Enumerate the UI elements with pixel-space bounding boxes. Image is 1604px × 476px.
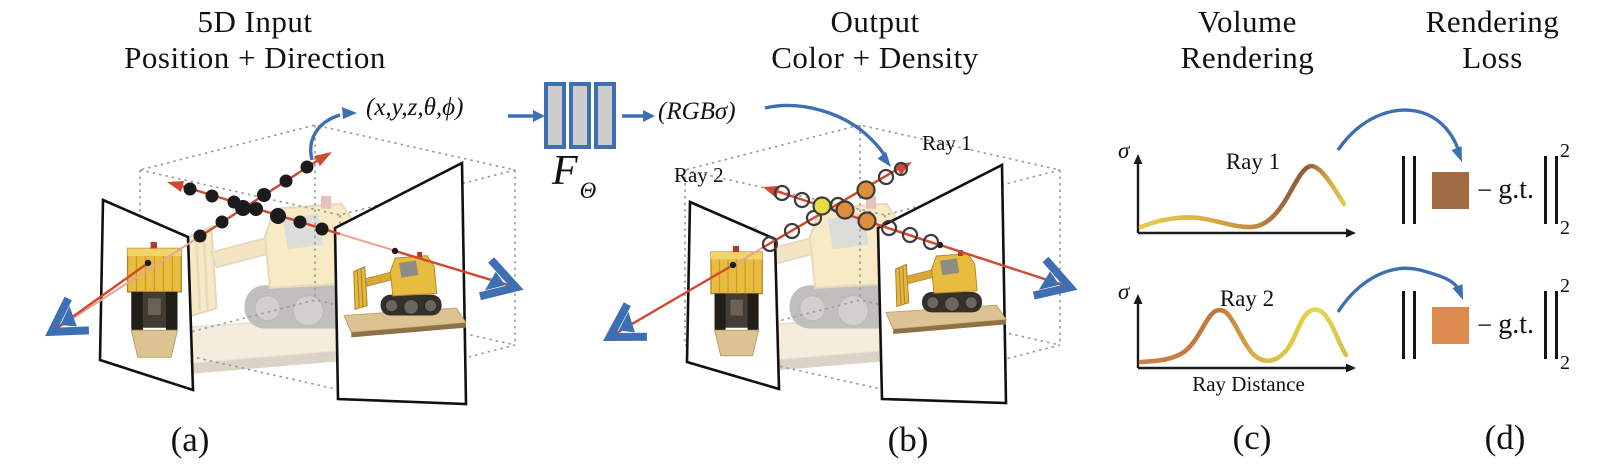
panel-a-title-line1: 5D Input (197, 4, 313, 39)
query-points-ray2 (773, 184, 940, 251)
panel-a-title: 5D Input Position + Direction (70, 4, 440, 76)
bounding-cube (139, 124, 516, 391)
plane-hit-dots (729, 241, 944, 269)
minus-operator: − (1477, 174, 1493, 205)
camera-eye-icon (600, 304, 647, 353)
density-curve-ray2 (1138, 307, 1349, 365)
query-points-ray1 (761, 161, 909, 253)
panel-d-title-line2: Loss (1462, 39, 1523, 75)
caption-b: (b) (887, 420, 929, 459)
arrow-input-to-mlp (533, 110, 545, 122)
arrow-output-to-ray (764, 103, 891, 167)
panel-b-title: Output Color + Density (690, 4, 1060, 76)
plot1-y-axis-label: σ (1118, 138, 1130, 163)
caption-c: (c) (1232, 418, 1272, 457)
image-plane-right (333, 160, 468, 406)
minus-operator: − (1477, 309, 1493, 340)
image-plane-right (876, 162, 1008, 405)
mlp-block (508, 82, 655, 149)
caption-a: (a) (170, 420, 210, 459)
image-plane-left (685, 200, 781, 391)
ground-truth-label: g.t. (1498, 309, 1535, 340)
mlp-symbol: F (552, 148, 578, 194)
scene-b (600, 103, 1076, 405)
output-rgbsigma-label: (RGBσ) (658, 98, 736, 125)
norm-exponent: 2 (1560, 140, 1571, 162)
panel-b-title-line1: Output (830, 4, 920, 39)
panel-d-title-line1: Rendering (1425, 4, 1560, 39)
ground-truth-label: g.t. (1498, 174, 1535, 205)
rendered-color-swatch-ray2 (1432, 306, 1469, 344)
plot2-y-axis-label: σ (1118, 279, 1130, 304)
density-curve-ray1 (1138, 163, 1347, 230)
ray2-label: Ray 2 (674, 163, 724, 187)
sigma-plot-ray2 (1133, 294, 1356, 373)
arrow-plot2-to-loss (1336, 266, 1463, 313)
loss-term-ray2: − g.t. 2 2 (1402, 275, 1570, 374)
input-5d-label: (x,y,z,θ,ϕ) (366, 94, 464, 121)
panel-d-title: Rendering Loss (1385, 4, 1600, 76)
norm-exponent: 2 (1560, 275, 1571, 297)
panel-c-title-line2: Rendering (1180, 39, 1315, 75)
arrow-mlp-to-output (643, 110, 655, 122)
norm-bars-right: 2 2 (1544, 140, 1570, 239)
rendered-color-swatch-ray1 (1432, 171, 1469, 209)
camera-eye-icon (480, 260, 522, 306)
loss-term-ray1: − g.t. 2 2 (1402, 140, 1570, 239)
mlp-subscript: Θ (579, 178, 597, 203)
mlp-function-label: FΘ (552, 150, 596, 202)
image-plane-left (98, 198, 195, 392)
panel-a-title-line2: Position + Direction (124, 39, 386, 75)
plot1-title: Ray 1 (1225, 149, 1281, 174)
sample-dots-ray2 (183, 182, 399, 255)
norm-subscript: 2 (1560, 217, 1571, 239)
panel-c-title: Volume Rendering (1110, 4, 1385, 76)
arrow-plot1-to-loss (1336, 108, 1462, 162)
norm-bars-left (1402, 156, 1416, 224)
caption-d: (d) (1484, 418, 1526, 457)
panel-b-title-line2: Color + Density (771, 39, 979, 75)
ray1-label: Ray 1 (922, 131, 972, 155)
plot2-x-axis-label: Ray Distance (1192, 372, 1305, 396)
norm-bars-right: 2 2 (1544, 275, 1570, 374)
norm-subscript: 2 (1560, 352, 1571, 374)
norm-bars-left (1402, 291, 1416, 359)
arrow-sample-to-input (309, 107, 357, 161)
camera-eye-icon (41, 299, 89, 348)
panel-c-title-line1: Volume (1198, 4, 1297, 39)
scene-a (41, 107, 522, 406)
sigma-plot-ray1 (1133, 154, 1356, 238)
plot2-title: Ray 2 (1219, 286, 1275, 311)
camera-eye-icon (1034, 259, 1076, 305)
